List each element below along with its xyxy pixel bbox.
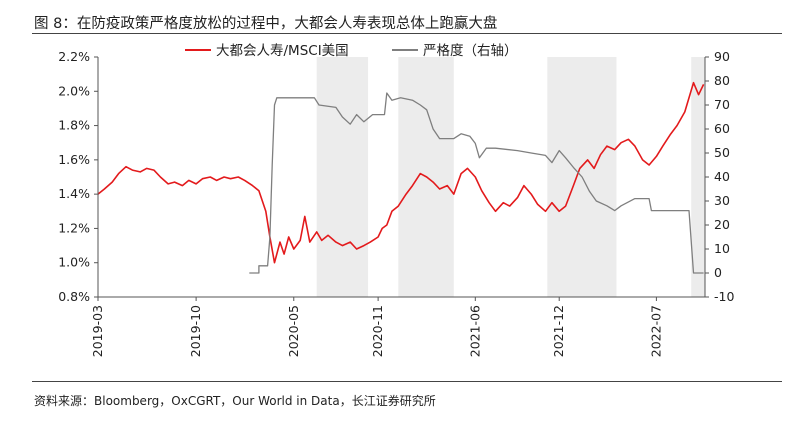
title-rule <box>32 33 782 34</box>
right-tick-label: 10 <box>714 241 730 256</box>
right-tick-label: 20 <box>714 217 730 232</box>
line-chart: 0.8% 1.0% 1.2% 1.4% 1.6% 1.8% 2.0% 2.2% -10 0 10 20… <box>58 42 734 357</box>
axes: 0.8% 1.0% 1.2% 1.4% 1.6% 1.8% 2.0% 2.2% -10 0 10 20… <box>58 49 734 357</box>
shaded-period <box>316 57 369 297</box>
right-tick-label: 80 <box>714 73 730 88</box>
left-tick-label: 1.4% <box>58 186 90 201</box>
right-tick-label: 50 <box>714 145 730 160</box>
source-rule <box>32 381 782 382</box>
left-tick-label: 1.2% <box>58 220 90 235</box>
left-tick-label: 1.8% <box>58 118 90 133</box>
right-tick-label: 90 <box>714 49 730 64</box>
figure-title: 图 8：在防疫政策严格度放松的过程中，大都会人寿表现总体上跑赢大盘 <box>34 16 498 32</box>
source-note: 资料来源：Bloomberg，OxCGRT，Our World in Data，… <box>34 394 436 408</box>
x-tick-label: 2021-06 <box>467 305 482 357</box>
left-tick-label: 1.0% <box>58 255 90 270</box>
x-tick-label: 2022-07 <box>648 305 663 357</box>
x-tick-label: 2021-12 <box>551 305 566 357</box>
right-tick-label: 30 <box>714 193 730 208</box>
shaded-periods <box>316 57 705 297</box>
right-tick-label: 0 <box>714 265 722 280</box>
left-tick-label: 2.0% <box>58 83 90 98</box>
legend-label: 大都会人寿/MSCI美国 <box>216 42 349 59</box>
right-tick-label: 40 <box>714 169 730 184</box>
right-tick-label: 60 <box>714 121 730 136</box>
shaded-period <box>691 57 705 297</box>
x-tick-label: 2020-11 <box>370 305 385 357</box>
x-tick-label: 2019-03 <box>90 305 105 357</box>
x-tick-label: 2019-10 <box>188 305 203 357</box>
legend-label: 严格度（右轴） <box>423 43 518 59</box>
series-line-metlife-ratio <box>97 81 705 264</box>
left-tick-label: 2.2% <box>58 49 90 64</box>
left-tick-label: 1.6% <box>58 152 90 167</box>
series-lines <box>97 81 705 274</box>
legend: 大都会人寿/MSCI美国 严格度（右轴） <box>185 42 518 59</box>
series-line-stringency <box>249 92 704 274</box>
x-tick-label: 2020-05 <box>286 305 301 357</box>
right-tick-label: -10 <box>714 289 734 304</box>
right-tick-label: 70 <box>714 97 730 112</box>
left-tick-label: 0.8% <box>58 289 90 304</box>
